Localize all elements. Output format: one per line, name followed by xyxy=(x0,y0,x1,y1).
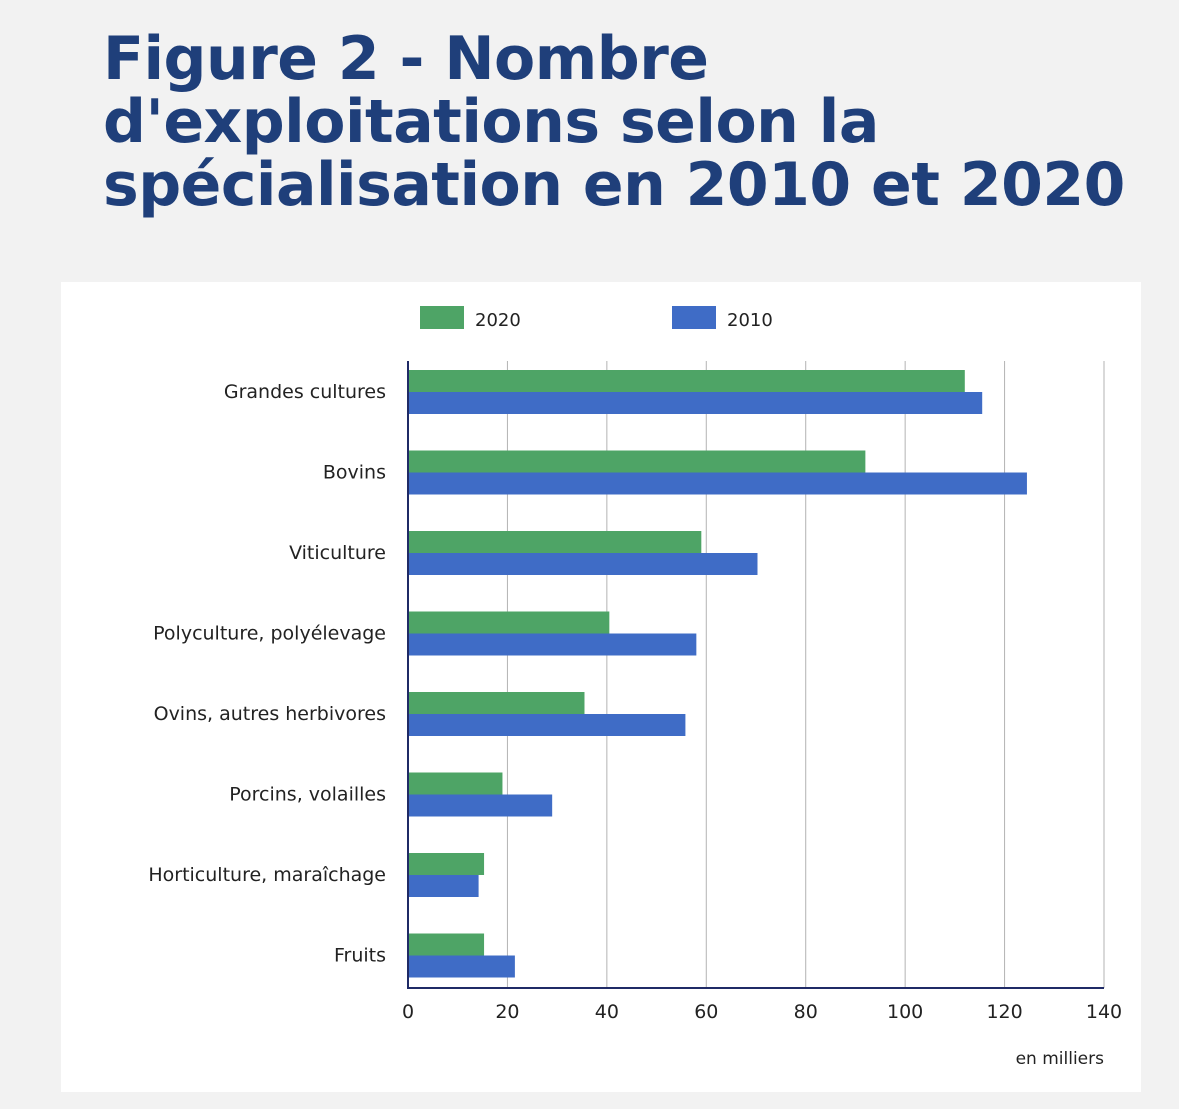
bar-2020 xyxy=(408,531,702,553)
category-label: Viticulture xyxy=(289,542,386,564)
x-tick-label: 80 xyxy=(794,1001,818,1023)
bar-2010 xyxy=(408,553,758,575)
bar-2010 xyxy=(408,875,479,897)
page-title: Figure 2 - Nombre d'exploitations selon … xyxy=(103,24,1125,220)
category-label: Ovins, autres herbivores xyxy=(154,703,386,725)
bar-2020 xyxy=(408,933,485,956)
x-tick-label: 140 xyxy=(1086,1001,1122,1023)
bar-2010 xyxy=(408,714,686,736)
category-label: Bovins xyxy=(323,462,386,484)
legend-label-2020: 2020 xyxy=(475,310,521,331)
bar-2020 xyxy=(408,692,585,714)
x-tick-label: 0 xyxy=(402,1001,414,1023)
category-label: Porcins, volailles xyxy=(229,784,386,806)
category-label: Grandes cultures xyxy=(224,381,386,403)
bar-2020 xyxy=(408,370,965,392)
legend-label-2010: 2010 xyxy=(727,310,773,331)
bar-2010 xyxy=(408,633,697,656)
bar-2010 xyxy=(408,392,983,414)
x-tick-label: 100 xyxy=(887,1001,923,1023)
chart-card: Grandes cultures Bovins Viticulture Polycul… xyxy=(61,282,1141,1092)
bar-2010 xyxy=(408,794,553,817)
x-tick-label: 120 xyxy=(986,1001,1022,1023)
x-tick-label: 40 xyxy=(595,1001,619,1023)
bar-2020 xyxy=(408,853,485,875)
bar-chart: Grandes cultures Bovins Viticulture Polycul… xyxy=(148,306,1122,1069)
bar-2020 xyxy=(408,772,503,795)
category-label: Fruits xyxy=(334,945,386,967)
bar-2020 xyxy=(408,450,866,473)
bar-2010 xyxy=(408,955,515,978)
x-tick-label: 20 xyxy=(495,1001,519,1023)
legend-swatch-2020 xyxy=(420,306,464,329)
bar-2020 xyxy=(408,611,610,634)
legend-swatch-2010 xyxy=(672,306,716,329)
category-label: Polyculture, polyélevage xyxy=(153,623,386,645)
category-label: Horticulture, maraîchage xyxy=(148,864,386,886)
bar-2010 xyxy=(408,472,1027,495)
x-axis-unit-label: en milliers xyxy=(1016,1049,1105,1069)
x-tick-label: 60 xyxy=(694,1001,718,1023)
